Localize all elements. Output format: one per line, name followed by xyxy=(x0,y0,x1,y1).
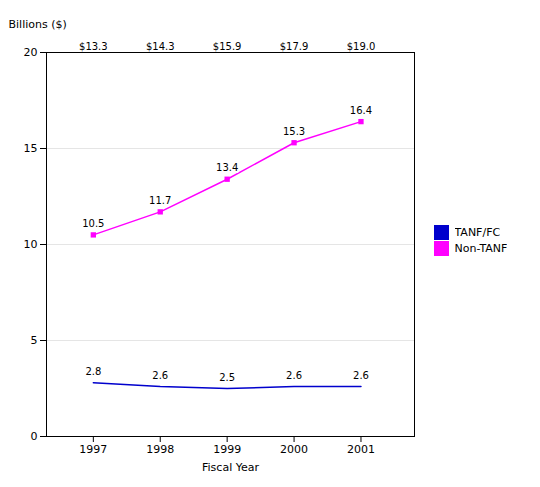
svg-text:2.6: 2.6 xyxy=(152,369,168,380)
svg-text:2001: 2001 xyxy=(347,443,375,456)
svg-text:15: 15 xyxy=(24,142,38,155)
html-text:Non-TANF: Non-TANF xyxy=(454,241,508,255)
svg-text:$13.3: $13.3 xyxy=(79,40,108,51)
svg-text:$17.9: $17.9 xyxy=(280,40,309,51)
svg-text:2.6: 2.6 xyxy=(353,369,369,380)
svg-text:1997: 1997 xyxy=(79,443,107,456)
svg-text:13.4: 13.4 xyxy=(216,162,238,173)
svg-text:$14.3: $14.3 xyxy=(146,40,175,51)
svg-text:1998: 1998 xyxy=(146,443,174,456)
svg-text:10: 10 xyxy=(24,238,38,251)
svg-text:1999: 1999 xyxy=(213,443,241,456)
svg-text:Billions ($): Billions ($) xyxy=(9,18,67,31)
svg-text:2000: 2000 xyxy=(280,443,308,456)
svg-text:$15.9: $15.9 xyxy=(213,40,242,51)
svg-text:10.5: 10.5 xyxy=(82,218,104,229)
svg-text:0: 0 xyxy=(31,430,38,443)
svg-text:11.7: 11.7 xyxy=(149,195,171,206)
svg-text:2.8: 2.8 xyxy=(85,365,101,376)
svg-text:$19.0: $19.0 xyxy=(347,40,376,51)
svg-text:15.3: 15.3 xyxy=(283,125,305,136)
svg-text:2.5: 2.5 xyxy=(219,371,235,382)
svg-text:2.6: 2.6 xyxy=(286,369,302,380)
html-text:TANF/FC: TANF/FC xyxy=(454,225,501,239)
svg-text:5: 5 xyxy=(31,334,38,347)
svg-text:Fiscal Year: Fiscal Year xyxy=(202,460,259,473)
svg-text:16.4: 16.4 xyxy=(350,104,372,115)
svg-text:20: 20 xyxy=(24,46,38,59)
